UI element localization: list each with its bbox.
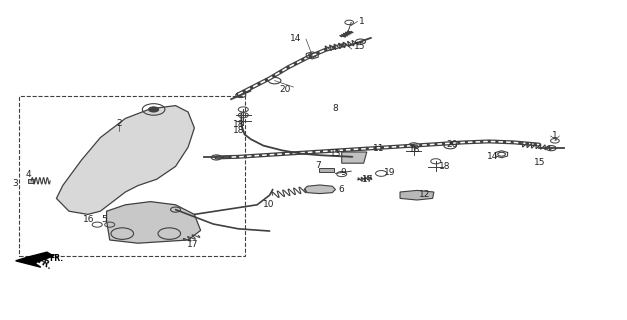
Text: 3: 3 [13, 179, 18, 188]
Polygon shape [304, 185, 335, 194]
Text: 11: 11 [373, 144, 384, 153]
Polygon shape [16, 252, 53, 267]
Text: FR.: FR. [49, 254, 63, 263]
Bar [19, 96, 245, 256]
Text: 10: 10 [263, 200, 275, 209]
Text: 16: 16 [83, 215, 94, 224]
Text: 2: 2 [116, 119, 122, 128]
Text: 14: 14 [290, 34, 301, 43]
Text: 17: 17 [187, 240, 198, 249]
Text: 17: 17 [362, 175, 374, 184]
Text: 15: 15 [354, 42, 365, 51]
Text: 7: 7 [315, 161, 320, 170]
Text: 4: 4 [25, 170, 31, 179]
Polygon shape [342, 152, 367, 163]
Text: 18: 18 [439, 162, 450, 171]
Bar [28, 179, 34, 183]
Text: 1: 1 [552, 131, 557, 140]
Text: 13: 13 [330, 149, 342, 158]
Text: 6: 6 [339, 185, 344, 194]
Bar [319, 168, 334, 172]
Text: FR.: FR. [35, 256, 53, 272]
Text: 19: 19 [384, 168, 395, 177]
Text: 8: 8 [332, 104, 338, 113]
Text: 18: 18 [233, 126, 245, 135]
Text: 12: 12 [419, 190, 430, 199]
Text: 14: 14 [487, 152, 498, 161]
Text: 15: 15 [534, 158, 545, 167]
Text: 5: 5 [102, 215, 107, 224]
Text: 20: 20 [446, 140, 458, 149]
Text: 1: 1 [359, 17, 365, 26]
Text: 9: 9 [340, 168, 346, 177]
Text: 20: 20 [279, 85, 290, 94]
Polygon shape [56, 106, 194, 214]
Polygon shape [107, 202, 201, 243]
Circle shape [149, 107, 159, 112]
Text: 18: 18 [233, 120, 245, 129]
Text: 18: 18 [409, 145, 421, 154]
Polygon shape [400, 190, 434, 200]
